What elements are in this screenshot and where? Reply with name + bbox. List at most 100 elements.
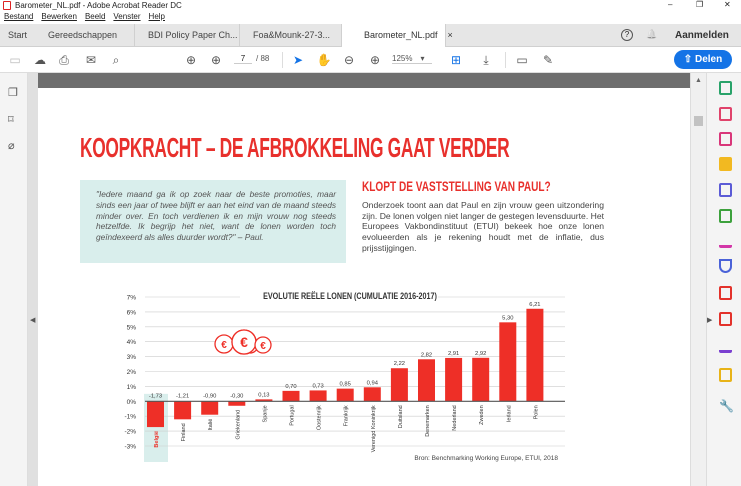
collapse-right-icon[interactable]: ▶ — [707, 317, 713, 324]
export-pdf-icon[interactable] — [719, 81, 732, 95]
pen-icon[interactable]: ✎ — [542, 53, 554, 67]
hand-tool-icon[interactable]: ✋ — [316, 53, 332, 67]
y-tick-label: 2% — [127, 369, 137, 376]
data-label: 0,13 — [258, 392, 269, 398]
category-label: Oostenrijk — [317, 405, 323, 430]
data-label: -0,90 — [203, 393, 216, 399]
tab-foa-mounk[interactable]: Foa&Mounk-27-3... — [241, 24, 342, 47]
data-label: 0,70 — [285, 384, 296, 390]
search-icon[interactable]: ⌕ — [112, 53, 120, 67]
fill-sign-icon[interactable] — [719, 234, 732, 248]
email-icon[interactable]: ✉ — [85, 53, 97, 67]
y-tick-label: -1% — [124, 414, 136, 421]
data-label: 5,30 — [502, 315, 513, 321]
tab-start[interactable]: Start — [8, 30, 28, 40]
category-label: Polen — [533, 405, 539, 419]
combine-files-icon[interactable] — [719, 183, 732, 197]
category-label: Portugal — [290, 405, 296, 426]
cloud-upload-icon[interactable]: ☁ — [34, 53, 46, 67]
wrench-icon[interactable]: 🔧 — [719, 399, 734, 413]
comment-icon[interactable]: ▭ — [516, 53, 528, 67]
left-pane-collapse[interactable]: ◀ — [28, 73, 38, 486]
menu-bestand[interactable]: Bestand — [4, 12, 34, 21]
y-tick-label: -3% — [124, 444, 136, 451]
optimize-pdf-icon[interactable] — [719, 312, 732, 326]
next-page-icon[interactable]: ⊕ — [210, 53, 222, 67]
category-label: Duitsland — [398, 405, 404, 428]
zoom-select[interactable]: 125% ▾ — [392, 54, 432, 64]
scroll-thumb[interactable] — [694, 116, 703, 126]
menu-help[interactable]: Help — [148, 12, 165, 21]
svg-text:€: € — [240, 334, 248, 350]
left-navigation-pane: ❐ ⌑ ⌀ — [0, 73, 28, 486]
tab-close-button[interactable]: × — [447, 30, 453, 40]
divider — [505, 52, 506, 68]
chart-title: EVOLUTIE REËLE LONEN (CUMULATIE 2016-201… — [263, 290, 437, 301]
data-label: -1,73 — [149, 393, 162, 399]
page-thumbnails-icon[interactable]: ❐ — [8, 87, 18, 99]
save-icon[interactable]: ▭ — [9, 53, 21, 67]
zoom-out-icon[interactable]: ⊖ — [343, 53, 355, 67]
bar-oostenrijk — [309, 390, 327, 402]
organize-pages-icon[interactable] — [719, 209, 732, 223]
y-tick-label: 4% — [127, 339, 137, 346]
menu-bewerken[interactable]: Bewerken — [41, 12, 77, 21]
data-label: -1,21 — [176, 393, 189, 399]
page-number-input[interactable]: 7 — [234, 54, 252, 64]
menu-venster[interactable]: Venster — [113, 12, 141, 21]
y-tick-label: 6% — [127, 309, 137, 316]
vertical-scrollbar[interactable]: ▲ — [690, 73, 706, 486]
collapse-left-icon[interactable]: ◀ — [30, 317, 36, 324]
bar-denemarken — [418, 359, 435, 402]
pdf-icon[interactable] — [719, 286, 732, 300]
window-title: Barometer_NL.pdf - Adobe Acrobat Reader … — [15, 1, 182, 10]
close-window-button[interactable]: ✕ — [724, 0, 731, 9]
maximize-button[interactable]: ❐ — [696, 0, 704, 9]
data-label: 0,94 — [367, 380, 379, 386]
data-label: -0,30 — [230, 393, 243, 399]
quote-box: "Iedere maand ga ik op zoek naar de best… — [80, 180, 346, 263]
y-tick-label: 5% — [127, 324, 137, 331]
scroll-up-icon[interactable]: ▲ — [695, 77, 702, 84]
select-cursor-icon[interactable]: ➤ — [292, 53, 304, 67]
bar-belgië — [147, 401, 164, 428]
bar-frankrijk — [336, 388, 354, 402]
chevron-down-icon: ▾ — [420, 54, 425, 63]
category-label: Denemarken — [425, 405, 431, 437]
tab-label: Barometer_NL.pdf — [364, 30, 438, 40]
send-signature-icon[interactable] — [719, 339, 732, 353]
tab-barometer[interactable]: Barometer_NL.pdf × — [342, 24, 453, 47]
share-button[interactable]: ⇧ Delen — [674, 50, 732, 69]
category-label: Griekenland — [235, 410, 241, 440]
previous-page-icon[interactable]: ⊕ — [185, 53, 197, 67]
certificate-icon[interactable] — [719, 368, 732, 382]
bar-finland — [174, 401, 192, 420]
page-title: KOOPKRACHT – DE AFBROKKELING GAAT VERDER — [80, 132, 510, 163]
attachment-icon[interactable]: ⌀ — [8, 140, 15, 152]
print-icon[interactable]: ⎙ — [59, 53, 69, 67]
tab-bdi-policy-paper[interactable]: BDI Policy Paper Ch... — [136, 24, 240, 47]
menu-bar: Bestand Bewerken Beeld Venster Help — [0, 12, 741, 24]
data-label: 0,73 — [312, 383, 323, 389]
edit-pdf-icon[interactable] — [719, 132, 732, 146]
scroll-mode-icon[interactable]: ⤓ — [483, 53, 489, 67]
bookmark-icon[interactable]: ⌑ — [8, 114, 14, 126]
y-tick-label: 7% — [127, 295, 137, 302]
bar-spanje — [255, 399, 273, 402]
zoom-in-icon[interactable]: ⊕ — [369, 53, 381, 67]
section-heading: KLOPT DE VASTSTELLING VAN PAUL? — [362, 178, 551, 194]
fit-page-icon[interactable]: ⊞ — [450, 53, 462, 67]
comment-tool-icon[interactable] — [719, 157, 732, 171]
protect-icon[interactable] — [719, 259, 732, 273]
create-pdf-icon[interactable] — [719, 107, 732, 121]
bar-polen — [526, 308, 544, 402]
sign-in-link[interactable]: Aanmelden — [675, 30, 729, 41]
svg-text:€: € — [260, 341, 266, 352]
bar-ierland — [499, 322, 517, 402]
menu-beeld[interactable]: Beeld — [84, 12, 106, 21]
tab-gereedschappen[interactable]: Gereedschappen — [40, 24, 135, 47]
help-icon[interactable]: ? — [621, 29, 633, 41]
bell-icon[interactable]: 🔔 — [646, 29, 658, 39]
category-label: Italië — [208, 419, 214, 431]
minimize-button[interactable]: – — [668, 0, 673, 9]
